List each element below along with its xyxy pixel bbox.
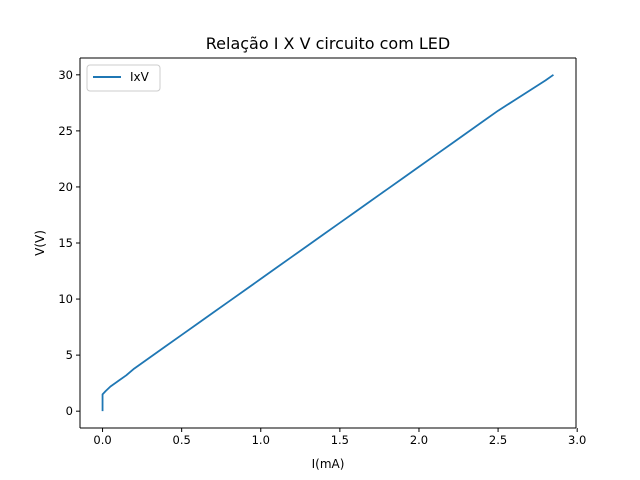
y-tick-label: 10: [58, 292, 73, 306]
y-axis-label: V(V): [33, 230, 47, 256]
x-tick-label: 1.5: [331, 433, 349, 447]
legend: IxV: [86, 64, 161, 92]
y-tick-label: 0: [66, 404, 73, 418]
legend-label: IxV: [130, 70, 150, 84]
series-line-ixv: [101, 74, 554, 412]
series-layer: [101, 74, 554, 412]
y-tick-label: 15: [58, 236, 73, 250]
y-tick-label: 5: [66, 348, 73, 362]
x-tick-label: 0.5: [173, 433, 191, 447]
x-tick-label: 2.5: [489, 433, 507, 447]
y-tick-label: 25: [58, 124, 73, 138]
y-tick-label: 20: [58, 180, 73, 194]
y-axis-ticks: 0 5 10 15 20 25 30: [58, 68, 80, 418]
x-tick-label: 3.0: [568, 433, 586, 447]
chart-title: Relação I X V circuito com LED: [206, 34, 450, 53]
x-tick-label: 0.0: [93, 433, 111, 447]
x-tick-label: 1.0: [252, 433, 270, 447]
plot-area: [80, 58, 576, 428]
y-tick-label: 30: [58, 68, 73, 82]
x-axis-ticks: 0.0 0.5 1.0 1.5 2.0 2.5 3.0: [93, 428, 586, 447]
axes-frame: [79, 57, 577, 429]
legend-box: [86, 64, 161, 92]
x-axis-label: I(mA): [312, 457, 345, 471]
x-tick-label: 2.0: [410, 433, 428, 447]
